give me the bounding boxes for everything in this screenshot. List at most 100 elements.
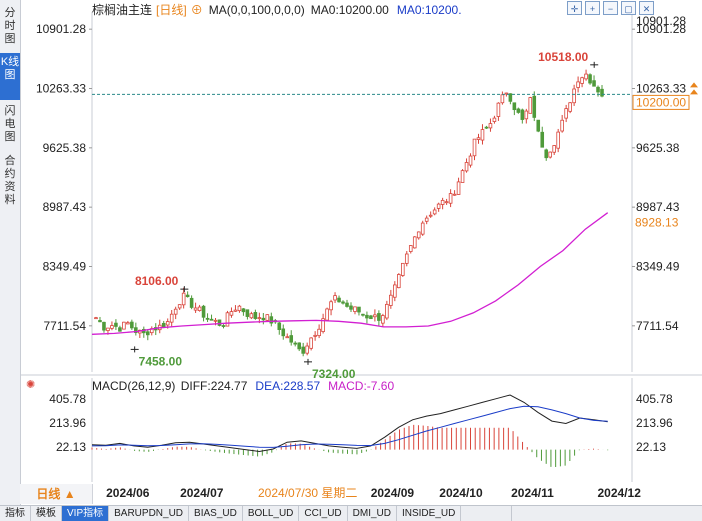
candle-body — [102, 321, 106, 331]
candle-body — [440, 199, 445, 205]
macd-diff: DIFF:224.77 — [181, 379, 248, 393]
crosshair-icon[interactable]: ✛ — [567, 1, 582, 15]
macd-settings-icon: ✺ — [26, 379, 35, 391]
y-tick-left-3: 8987.43 — [43, 200, 87, 214]
period-selector[interactable]: 日线 ▲ — [20, 484, 93, 504]
side-tab-2[interactable]: 闪电图 — [4, 105, 16, 143]
add-indicator-icon: ⊕ — [191, 3, 203, 17]
candle-body — [118, 327, 122, 332]
candle-body — [245, 309, 250, 317]
macd-tick-left-2: 22.13 — [56, 440, 86, 454]
candle-body — [476, 137, 481, 140]
extreme-label-1: 7458.00 — [139, 354, 183, 368]
candle-body — [317, 328, 321, 337]
candle-body — [169, 313, 174, 323]
candle-body — [165, 321, 170, 326]
zoom-in-icon[interactable]: + — [585, 1, 600, 15]
candle-body — [600, 88, 604, 97]
caret-up-icon: ▲ — [63, 487, 76, 501]
x-label-5: 2024/12 — [598, 486, 642, 500]
candle-body — [134, 327, 138, 333]
candle-body — [596, 86, 600, 93]
candle-body — [277, 322, 282, 330]
candle-body — [397, 274, 401, 289]
macd-value: MACD:-7.60 — [328, 379, 394, 393]
candle-body — [221, 325, 226, 327]
candle-body — [189, 297, 194, 308]
candle-body — [377, 313, 381, 321]
candle-body — [508, 93, 513, 102]
candle-body — [225, 312, 230, 327]
candle-body — [420, 222, 425, 235]
y-tick-right-1: 10263.33 — [636, 82, 686, 96]
cursor-date-box — [256, 485, 364, 501]
candle-body — [484, 126, 489, 129]
candle-body — [297, 342, 301, 350]
side-tab-bar: 分时图 K线图闪电图合约资料 — [0, 0, 21, 505]
candle-body — [500, 94, 505, 104]
close-icon[interactable]: ✕ — [639, 1, 654, 15]
extreme-label-0: 8106.00 — [135, 274, 179, 288]
candle-body — [289, 335, 294, 343]
candle-body — [181, 292, 186, 306]
y-tick-left-2: 9625.38 — [43, 141, 87, 155]
macd-tick-right-2: 22.13 — [636, 440, 666, 454]
x-label-1: 2024/07 — [180, 486, 224, 500]
diff-line — [91, 394, 608, 453]
indicator-tab-2[interactable]: VIP指标 — [62, 506, 110, 521]
candle-body — [456, 181, 461, 195]
candle-body — [233, 309, 238, 312]
candle-body — [249, 313, 254, 319]
y-tick-left-4: 8349.49 — [43, 259, 87, 273]
side-tab-0[interactable]: 分时图 — [4, 7, 16, 45]
macd-tick-right-1: 213.96 — [636, 416, 673, 430]
window-icon[interactable]: ▢ — [621, 1, 636, 15]
macd-tick-right-0: 405.78 — [636, 392, 673, 406]
ma0-dup-value: MA0:10200. — [397, 3, 462, 17]
candle-body — [512, 102, 517, 111]
candle-body — [560, 119, 564, 132]
x-label-0: 2024/06 — [106, 486, 150, 500]
side-tab-3[interactable]: 合约资料 — [4, 155, 16, 206]
current-price-label: 10200.00 — [636, 95, 686, 109]
y-tick-left-5: 7711.54 — [44, 319, 87, 333]
candle-body — [472, 138, 477, 157]
zoom-out-icon[interactable]: − — [603, 1, 618, 15]
candle-body — [309, 337, 313, 349]
candle-body — [385, 303, 389, 319]
dea-line — [91, 405, 608, 448]
candle-body — [98, 320, 102, 323]
candle-body — [357, 306, 361, 313]
candle-body — [229, 311, 234, 316]
candle-body — [528, 97, 533, 114]
candle-body — [337, 297, 341, 303]
candle-body — [94, 317, 98, 320]
candle-body — [408, 245, 413, 252]
indicator-tab-5[interactable]: BOLL_UD — [243, 506, 300, 521]
candle-body — [106, 327, 110, 331]
candle-body — [536, 119, 541, 132]
candle-body — [217, 319, 222, 326]
y-tick-right-2: 9625.38 — [636, 141, 680, 155]
candle-body — [269, 316, 274, 324]
indicator-tab-0[interactable]: 指标 — [0, 506, 31, 521]
candle-body — [110, 325, 114, 329]
indicator-tab-1[interactable]: 模板 — [31, 506, 62, 521]
candle-body — [504, 92, 509, 95]
candle-body — [301, 346, 305, 354]
candle-body — [173, 308, 178, 315]
candle-body — [592, 80, 596, 87]
candle-body — [373, 314, 377, 318]
indicator-tab-9[interactable] — [461, 506, 513, 521]
indicator-tab-4[interactable]: BIAS_UD — [189, 506, 243, 521]
indicator-tab-6[interactable]: CCI_UD — [299, 506, 348, 521]
indicator-tab-3[interactable]: BARUPDN_UD — [109, 506, 190, 521]
candle-body — [580, 77, 584, 84]
indicator-tab-8[interactable]: INSIDE_UD — [397, 506, 462, 521]
side-tab-1[interactable]: K线图 — [0, 53, 20, 100]
candle-body — [265, 314, 270, 321]
indicator-tab-7[interactable]: DMI_UD — [348, 506, 397, 521]
period-selector-label: 日线 — [36, 487, 61, 501]
candle-body — [480, 129, 485, 141]
